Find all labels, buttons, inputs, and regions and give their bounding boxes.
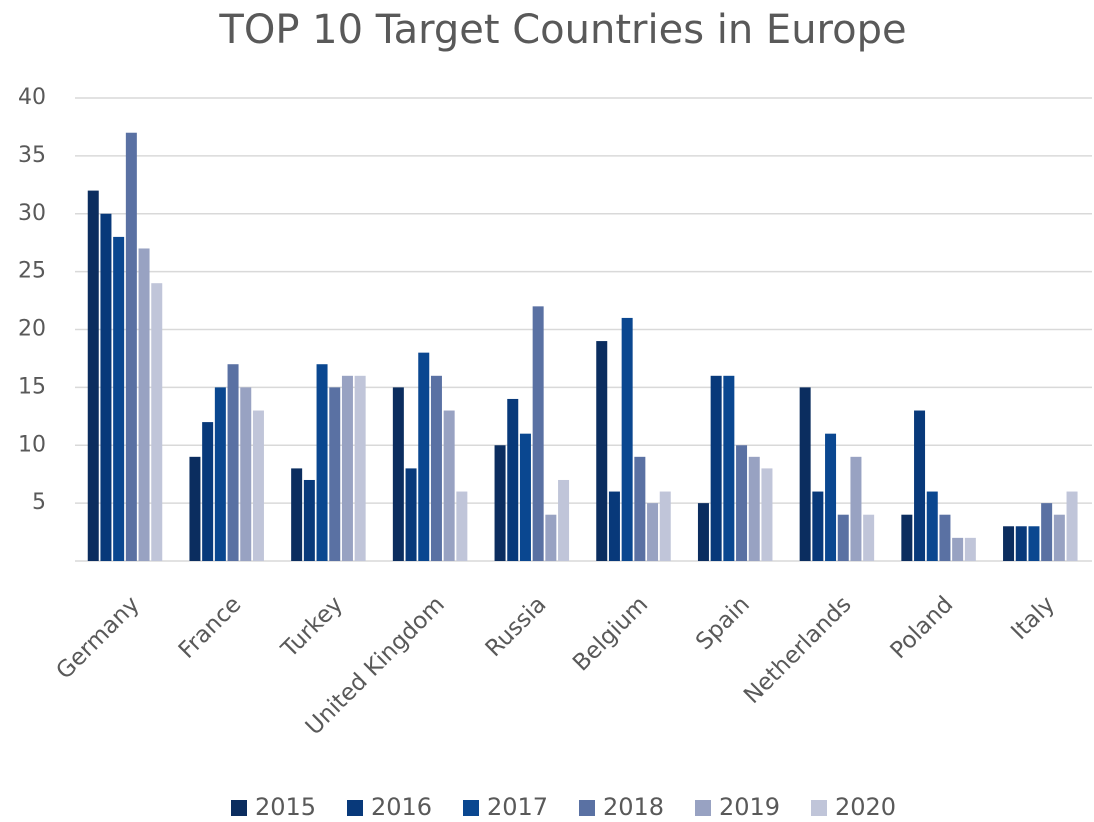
- bar: [710, 375, 722, 561]
- bar: [138, 248, 150, 561]
- bar: [1015, 526, 1027, 561]
- bar: [964, 537, 976, 561]
- bar: [405, 468, 417, 561]
- bar: [329, 387, 341, 561]
- legend-swatch: [579, 800, 595, 816]
- bar: [291, 468, 303, 561]
- bar: [825, 433, 837, 561]
- bar: [392, 387, 404, 561]
- bar: [558, 479, 570, 561]
- bar: [850, 456, 862, 561]
- y-tick-label: 20: [18, 317, 46, 342]
- bar: [1028, 526, 1040, 561]
- x-tick-label: Italy: [1006, 591, 1060, 645]
- bar: [519, 433, 531, 561]
- bar: [151, 283, 163, 561]
- bar: [240, 387, 252, 561]
- legend-swatch: [811, 800, 827, 816]
- bar: [456, 491, 468, 561]
- bar: [748, 456, 760, 561]
- legend-label: 2017: [487, 793, 548, 821]
- bar: [252, 410, 264, 561]
- bar: [125, 132, 137, 561]
- bar: [812, 491, 824, 561]
- bar: [608, 491, 620, 561]
- legend-swatch: [347, 800, 363, 816]
- bar: [621, 317, 633, 561]
- legend-swatch: [231, 800, 247, 816]
- bar: [914, 410, 926, 561]
- bar: [341, 375, 353, 561]
- y-tick-label: 35: [18, 143, 46, 168]
- bar: [507, 398, 519, 561]
- legend-label: 2015: [255, 793, 316, 821]
- x-tick-label: France: [174, 591, 246, 663]
- bar: [939, 514, 951, 561]
- bar: [596, 341, 608, 561]
- bar: [202, 422, 214, 561]
- x-tick-label: Poland: [886, 591, 959, 664]
- bar: [545, 514, 557, 561]
- y-tick-label: 25: [18, 259, 46, 284]
- x-tick-label: Spain: [691, 591, 755, 655]
- y-tick-label: 5: [32, 490, 46, 515]
- bar: [532, 306, 544, 561]
- bar: [901, 514, 913, 561]
- bar: [1053, 514, 1065, 561]
- bar: [1066, 491, 1078, 561]
- y-tick-label: 40: [18, 85, 46, 110]
- bar: [647, 503, 659, 561]
- bar: [926, 491, 938, 561]
- bar: [723, 375, 735, 561]
- bar: [494, 445, 506, 561]
- legend-swatch: [463, 800, 479, 816]
- bar: [443, 410, 455, 561]
- bar: [227, 364, 239, 561]
- x-tick-label: Netherlands: [739, 591, 857, 709]
- legend-label: 2019: [719, 793, 780, 821]
- bar: [1041, 503, 1053, 561]
- bar: [354, 375, 366, 561]
- x-tick-label: Germany: [52, 591, 145, 684]
- bar: [214, 387, 226, 561]
- bar: [837, 514, 849, 561]
- legend-swatch: [695, 800, 711, 816]
- bar: [316, 364, 328, 561]
- bar: [799, 387, 811, 561]
- bar: [863, 514, 875, 561]
- bar: [113, 236, 125, 561]
- bar: [634, 456, 646, 561]
- bar: [303, 479, 315, 561]
- y-tick-label: 10: [18, 432, 46, 457]
- legend-label: 2016: [371, 793, 432, 821]
- x-tick-label: Belgium: [568, 591, 653, 676]
- bar: [761, 468, 773, 561]
- bar: [189, 456, 201, 561]
- bar: [1003, 526, 1015, 561]
- bar: [952, 537, 964, 561]
- chart-title: TOP 10 Target Countries in Europe: [218, 7, 906, 53]
- x-tick-label: Turkey: [276, 591, 348, 663]
- bar: [697, 503, 709, 561]
- x-tick-label: Russia: [481, 591, 552, 662]
- y-tick-label: 30: [18, 201, 46, 226]
- bar: [418, 352, 430, 561]
- legend-label: 2020: [835, 793, 896, 821]
- bar: [100, 213, 112, 561]
- bar: [659, 491, 671, 561]
- y-tick-label: 15: [18, 374, 46, 399]
- legend-label: 2018: [603, 793, 664, 821]
- bar: [87, 190, 99, 561]
- bar: [430, 375, 442, 561]
- bar: [736, 445, 748, 561]
